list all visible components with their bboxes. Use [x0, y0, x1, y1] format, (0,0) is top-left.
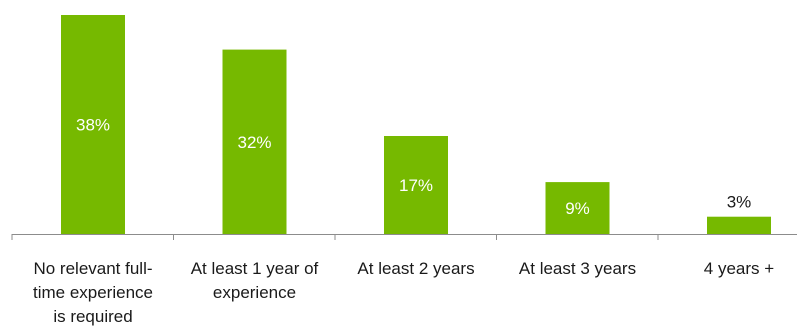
- category-label-1: At least 1 year of experience: [191, 259, 319, 302]
- data-label-4: 3%: [727, 193, 752, 212]
- category-label-line: No relevant full-: [33, 259, 152, 278]
- category-label-line: At least 3 years: [519, 259, 636, 278]
- category-label-3: At least 3 years: [519, 259, 636, 278]
- category-label-line: time experience: [33, 283, 153, 302]
- bar-2: [384, 136, 448, 234]
- category-label-0: No relevant full-time experience is requi…: [33, 259, 153, 326]
- bar-0: [61, 15, 125, 234]
- data-label-3: 9%: [565, 199, 590, 218]
- bar-1: [222, 49, 287, 234]
- data-label-0: 38%: [76, 116, 110, 135]
- data-label-2: 17%: [399, 176, 433, 195]
- category-label-line: At least 1 year of: [191, 259, 319, 278]
- category-label-line: 4 years +: [704, 259, 774, 278]
- category-label-line: experience: [213, 283, 296, 302]
- category-label-line: is required: [53, 307, 132, 326]
- data-label-1: 32%: [237, 133, 271, 152]
- category-label-line: At least 2 years: [357, 259, 474, 278]
- bar-4: [707, 216, 771, 234]
- category-label-2: At least 2 years: [357, 259, 474, 278]
- bar-3: [545, 182, 610, 234]
- category-label-4: 4 years +: [704, 259, 774, 278]
